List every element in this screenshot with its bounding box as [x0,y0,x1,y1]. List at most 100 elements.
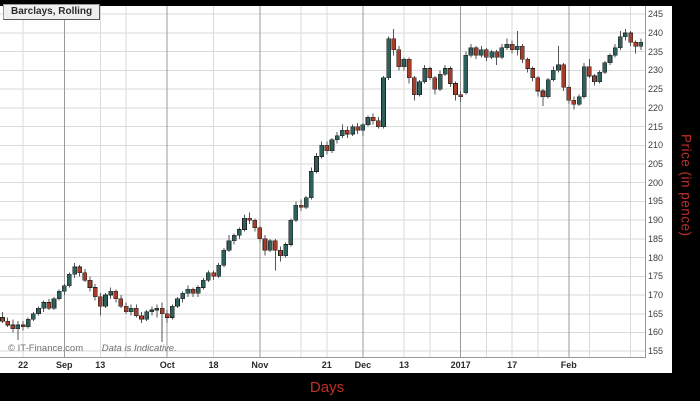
price-chart[interactable] [0,6,646,358]
y-tick-label: 155 [648,346,664,357]
candle-up [31,313,36,320]
candle-up [576,96,582,105]
candle-down [628,32,633,43]
candle-down [571,100,577,105]
x-tick-label: Feb [560,360,577,370]
candle-down [396,49,402,67]
candle-up [128,307,134,313]
candle-down [535,77,541,92]
y-axis-labels: 245 240 235 230 225 220 215 210 205 200 195 190 185 1… [646,6,672,358]
candle-up [437,73,443,90]
candle-down [164,313,170,318]
y-tick-label: 160 [648,327,664,338]
candle-down [525,58,530,69]
candle-up [417,81,422,96]
y-tick-label: 240 [648,27,664,38]
candle-down [0,317,5,322]
candle-up [422,68,427,82]
candle-up [468,47,474,56]
y-tick-label: 170 [648,290,664,301]
candle-down [5,320,10,326]
candle-up [303,197,309,208]
plot-area: Barclays, Rolling © IT-Finance.com Data … [0,4,672,373]
candle-up [206,272,211,281]
candle-down [494,51,500,58]
y-tick-label: 180 [648,252,664,263]
candle-down [118,298,124,307]
candle-up [365,116,371,125]
candle-down [273,240,278,251]
x-tick-label: 21 [321,360,332,370]
candle-up [623,32,628,38]
y-tick-label: 235 [648,46,664,57]
candle-up [401,58,407,67]
x-tick-label: 18 [208,360,219,370]
candle-up [226,240,232,251]
candle-up [386,38,391,79]
candle-down [561,64,566,88]
candle-up [478,49,484,56]
candle-up [175,298,180,307]
candle-down [298,204,304,208]
y-axis-title-bar: Price (in pence) [672,0,700,401]
candle-up [617,36,623,49]
candle-up [499,47,505,58]
candle-down [355,126,361,131]
candle-down [92,287,98,298]
x-tick-label: 13 [399,360,410,370]
x-tick-label: 2017 [450,360,471,370]
candle-up [221,249,227,266]
candle-up [72,266,77,275]
candle-up [242,217,247,230]
x-tick-label: 13 [95,360,106,370]
candle-down [509,43,515,51]
y-tick-label: 210 [648,140,664,151]
candle-up [267,240,273,251]
candle-down [262,238,268,251]
y-tick-label: 175 [648,271,664,282]
candle-down [134,307,139,316]
y-tick-label: 215 [648,121,664,132]
candle-down [98,296,103,307]
candle-down [10,324,16,330]
x-tick-label: 22 [18,360,29,370]
candle-up [144,311,149,320]
candle-down [247,217,252,221]
candle-up [154,307,160,311]
candle-up [638,42,644,47]
candle-down [540,90,546,97]
y-tick-label: 220 [648,102,664,113]
candle-up [41,302,46,309]
disclaimer-text: Data is Indicative. [101,343,177,354]
candle-down [587,66,592,77]
candle-up [15,324,21,330]
instrument-label[interactable]: Barclays, Rolling [3,4,101,20]
candle-up [36,307,41,315]
x-axis-title-bar: Days [0,373,672,401]
candle-down [190,289,196,294]
candle-down [432,77,438,90]
candle-up [607,55,613,64]
y-axis-title: Price (in pence) [678,134,694,237]
candle-down [370,116,376,122]
candle-down [257,227,263,240]
candle-down [77,266,83,273]
candle-down [324,144,330,152]
candle-up [556,64,561,71]
candle-down [520,45,525,60]
candle-down [448,68,453,84]
candle-up [283,244,288,257]
y-tick-label: 195 [648,196,664,207]
candle-down [376,120,381,127]
candle-up [288,219,294,245]
candle-up [360,124,366,131]
candle-down [473,47,479,56]
y-tick-label: 230 [648,65,664,76]
candle-up [67,274,72,286]
copyright-text: © IT-Finance.com [8,343,84,354]
candle-up [293,204,299,221]
candle-down [412,77,417,96]
candle-up [350,126,355,135]
candle-up [602,62,608,73]
